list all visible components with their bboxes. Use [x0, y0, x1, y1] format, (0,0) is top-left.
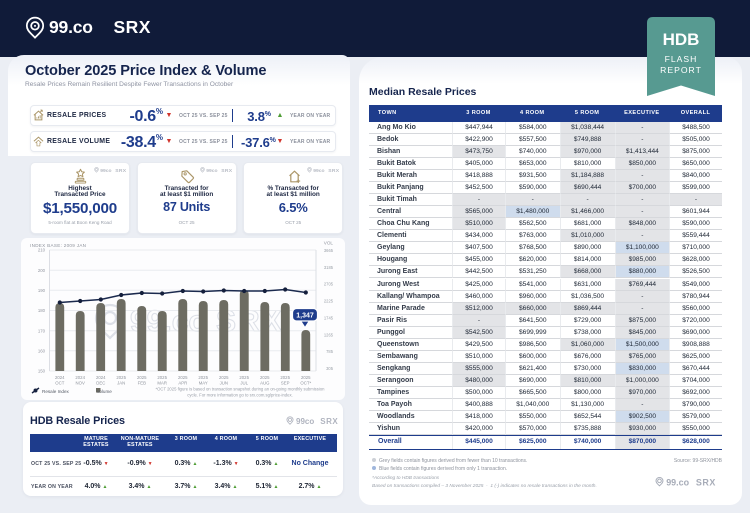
svg-text:VOL: VOL — [324, 241, 334, 246]
svg-text:2225: 2225 — [324, 299, 334, 304]
svg-text:MAR: MAR — [157, 381, 167, 386]
svg-text:2025: 2025 — [116, 375, 126, 380]
svg-text:APR: APR — [178, 381, 187, 386]
svg-text:*OCT 2025 figure is based on t: *OCT 2025 figure is based on transaction… — [156, 387, 326, 392]
svg-text:170: 170 — [38, 328, 46, 333]
svg-text:2025: 2025 — [239, 375, 249, 380]
svg-text:cycle. For more information go: cycle. For more information go to srx.co… — [187, 393, 292, 398]
svg-text:190: 190 — [38, 288, 46, 293]
svg-text:MAY: MAY — [199, 381, 208, 386]
svg-text:2025: 2025 — [219, 375, 229, 380]
svg-text:JAN: JAN — [117, 381, 125, 386]
svg-text:Volume: Volume — [97, 389, 113, 394]
svg-text:210: 210 — [38, 248, 46, 253]
svg-text:1745: 1745 — [324, 315, 334, 320]
svg-text:2025: 2025 — [280, 375, 290, 380]
svg-text:OCT: OCT — [55, 381, 64, 386]
svg-text:JUN: JUN — [220, 381, 228, 386]
svg-text:2025: 2025 — [301, 375, 311, 380]
svg-text:Resale Index: Resale Index — [42, 389, 70, 394]
svg-text:DEC: DEC — [96, 381, 105, 386]
svg-text:HDB: HDB — [663, 30, 700, 49]
svg-text:2705: 2705 — [324, 282, 334, 287]
svg-text:2024: 2024 — [55, 375, 65, 380]
svg-text:REPORT: REPORT — [660, 65, 702, 75]
svg-text:2024: 2024 — [75, 375, 85, 380]
svg-text:2024: 2024 — [96, 375, 106, 380]
svg-text:FEB: FEB — [138, 381, 146, 386]
svg-text:3665: 3665 — [324, 248, 334, 253]
svg-text:NOV: NOV — [76, 381, 85, 386]
svg-text:200: 200 — [38, 268, 46, 273]
svg-text:2025: 2025 — [198, 375, 208, 380]
svg-text:2025: 2025 — [137, 375, 147, 380]
svg-text:SEP: SEP — [281, 381, 290, 386]
svg-text:150: 150 — [38, 369, 46, 374]
svg-text:2025: 2025 — [178, 375, 188, 380]
svg-text:AUG: AUG — [260, 381, 270, 386]
svg-text:160: 160 — [38, 348, 46, 353]
svg-text:OCT*: OCT* — [300, 381, 311, 386]
svg-text:1,347: 1,347 — [296, 313, 314, 320]
svg-text:FLASH: FLASH — [665, 54, 698, 64]
svg-text:1265: 1265 — [324, 332, 334, 337]
svg-text:3185: 3185 — [324, 265, 334, 270]
svg-text:JUL: JUL — [240, 381, 248, 386]
svg-text:305: 305 — [326, 366, 334, 371]
svg-text:2025: 2025 — [157, 375, 167, 380]
svg-text:785: 785 — [326, 349, 334, 354]
svg-text:2025: 2025 — [260, 375, 270, 380]
svg-text:180: 180 — [38, 308, 46, 313]
